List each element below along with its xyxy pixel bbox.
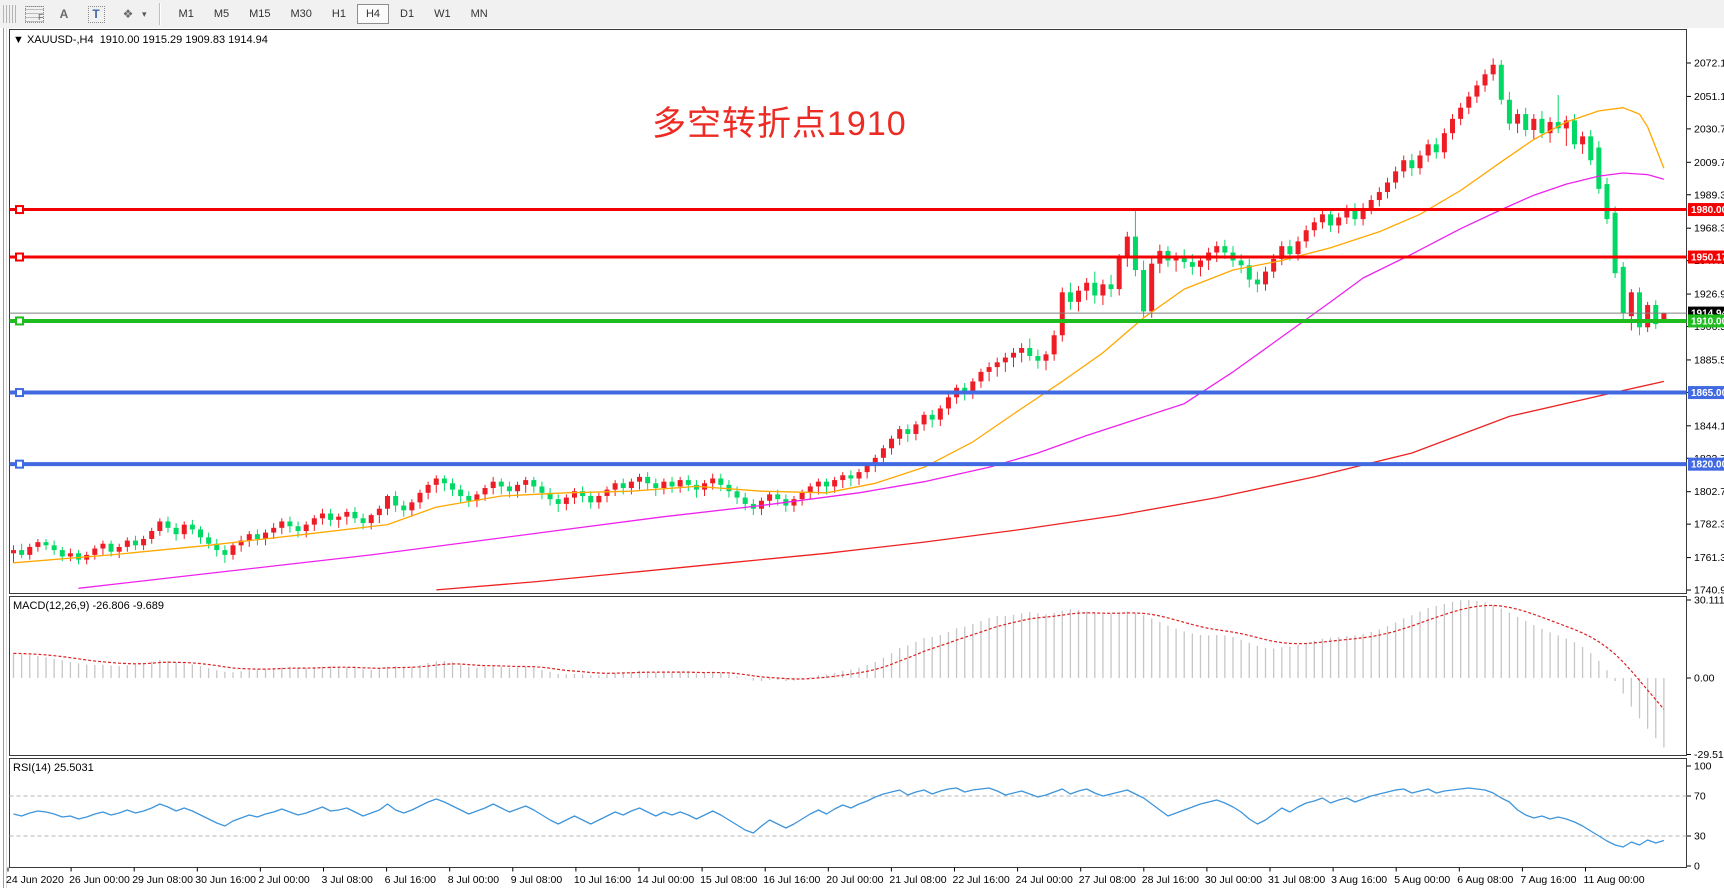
macd-indicator-label: MACD(12,26,9) -26.806 -9.689 bbox=[13, 600, 165, 612]
line-drag-marker bbox=[15, 205, 24, 215]
svg-text:6 Aug 08:00: 6 Aug 08:00 bbox=[1457, 874, 1513, 886]
svg-text:1802.70: 1802.70 bbox=[1694, 486, 1724, 498]
svg-text:1885.50: 1885.50 bbox=[1694, 354, 1724, 366]
date-axis[interactable]: 24 Jun 2020 26 Jun 00:00 29 Jun 08:00 30 Ju… bbox=[6, 867, 1645, 887]
timeframe-button-H4[interactable]: H4 bbox=[356, 4, 390, 24]
svg-text:1761.30: 1761.30 bbox=[1694, 552, 1724, 564]
svg-text:30 Jul 00:00: 30 Jul 00:00 bbox=[1205, 874, 1262, 886]
svg-text:2030.70: 2030.70 bbox=[1694, 123, 1724, 135]
svg-text:1926.90: 1926.90 bbox=[1694, 289, 1724, 301]
line-drag-marker bbox=[15, 388, 24, 398]
svg-text:1980.00: 1980.00 bbox=[1691, 205, 1724, 216]
svg-text:1950.17: 1950.17 bbox=[1691, 253, 1724, 264]
svg-text:24 Jun 2020: 24 Jun 2020 bbox=[6, 874, 64, 886]
timeframe-button-D1[interactable]: D1 bbox=[400, 8, 415, 20]
symbol-dropdown-icon[interactable]: ▼ bbox=[13, 34, 24, 46]
svg-text:1865.00: 1865.00 bbox=[1691, 388, 1724, 399]
timeframe-button-M1[interactable]: M1 bbox=[178, 8, 194, 20]
ma-mid-magenta bbox=[78, 172, 1665, 589]
rsi-panel: 100 70 30 0 bbox=[9, 761, 1712, 873]
svg-text:28 Jul 16:00: 28 Jul 16:00 bbox=[1142, 874, 1199, 886]
timeframe-toolbar: M1 M5 M15 M30 H1 H4 D1 W1 MN bbox=[169, 4, 498, 24]
svg-text:16 Jul 16:00: 16 Jul 16:00 bbox=[763, 874, 820, 886]
svg-text:14 Jul 00:00: 14 Jul 00:00 bbox=[637, 874, 694, 886]
svg-text:2051.10: 2051.10 bbox=[1694, 91, 1724, 103]
timeframe-button-M30[interactable]: M30 bbox=[290, 8, 312, 20]
timeframe-button-M15[interactable]: M15 bbox=[249, 8, 271, 20]
svg-text:22 Jul 16:00: 22 Jul 16:00 bbox=[953, 874, 1010, 886]
svg-text:10 Jul 16:00: 10 Jul 16:00 bbox=[574, 874, 631, 886]
font-label-tool-icon[interactable]: A bbox=[59, 7, 69, 21]
svg-text:1782.30: 1782.30 bbox=[1694, 519, 1724, 531]
horizontal-level-lines[interactable]: 1980.00 1950.17 1910.00 1865.00 1820.00 bbox=[9, 203, 1724, 471]
line-drag-marker bbox=[15, 316, 24, 326]
svg-text:27 Jul 08:00: 27 Jul 08:00 bbox=[1079, 874, 1136, 886]
top-toolbar: F A T ❖ ▾ M1 M5 M15 M30 H1 H4 D1 W1 MN bbox=[0, 0, 1724, 29]
toolbar-grip-handle[interactable] bbox=[3, 5, 17, 23]
svg-text:100: 100 bbox=[1694, 761, 1712, 773]
svg-text:7 Aug 16:00: 7 Aug 16:00 bbox=[1520, 874, 1576, 886]
symbol-ohlc-label: ▼ XAUUSD-,H4 1910.00 1915.29 1909.83 191… bbox=[13, 34, 268, 46]
svg-text:1820.00: 1820.00 bbox=[1691, 460, 1724, 471]
svg-text:1968.30: 1968.30 bbox=[1694, 223, 1724, 235]
svg-text:0.00: 0.00 bbox=[1694, 673, 1715, 685]
new-order-grid-icon[interactable]: F bbox=[25, 5, 44, 23]
svg-text:5 Aug 00:00: 5 Aug 00:00 bbox=[1394, 874, 1450, 886]
svg-text:2072.10: 2072.10 bbox=[1694, 58, 1724, 70]
chart-window: 2072.10 2051.10 2030.70 2009.70 1989.30 1968.… bbox=[0, 28, 1724, 888]
dropdown-caret-icon[interactable]: ▾ bbox=[142, 8, 147, 19]
macd-panel: 30.111 0.00 -29.516 bbox=[12, 594, 1724, 761]
svg-text:1914.94: 1914.94 bbox=[1691, 309, 1724, 320]
svg-text:30: 30 bbox=[1694, 831, 1706, 843]
panel-frames bbox=[3, 28, 1687, 888]
svg-text:15 Jul 08:00: 15 Jul 08:00 bbox=[700, 874, 757, 886]
current-price-line: 1914.94 bbox=[9, 306, 1724, 320]
line-drag-marker bbox=[15, 459, 24, 469]
candlestick-series[interactable] bbox=[11, 58, 1667, 565]
ma-fast-orange bbox=[13, 107, 1665, 564]
timeframe-button-W1[interactable]: W1 bbox=[434, 8, 451, 20]
svg-text:3 Jul 08:00: 3 Jul 08:00 bbox=[322, 874, 374, 886]
timeframe-button-MN[interactable]: MN bbox=[470, 8, 488, 20]
line-drag-marker bbox=[15, 252, 24, 262]
svg-text:1910.00: 1910.00 bbox=[1691, 316, 1724, 327]
ma-slow-red bbox=[436, 380, 1665, 591]
svg-text:30.111: 30.111 bbox=[1694, 594, 1724, 606]
svg-text:0: 0 bbox=[1694, 861, 1700, 873]
svg-text:9 Jul 08:00: 9 Jul 08:00 bbox=[511, 874, 563, 886]
chart-annotation[interactable]: 多空转折点1910 bbox=[652, 105, 907, 143]
timeframe-button-M5[interactable]: M5 bbox=[213, 8, 230, 20]
text-tool-icon[interactable]: T bbox=[87, 5, 105, 23]
svg-text:-29.516: -29.516 bbox=[1694, 749, 1724, 761]
svg-text:2 Jul 00:00: 2 Jul 00:00 bbox=[258, 874, 310, 886]
svg-text:3 Aug 16:00: 3 Aug 16:00 bbox=[1331, 874, 1387, 886]
svg-text:6 Jul 16:00: 6 Jul 16:00 bbox=[385, 874, 437, 886]
cursor-objects-icon[interactable]: ❖ bbox=[122, 7, 134, 21]
svg-text:21 Jul 08:00: 21 Jul 08:00 bbox=[889, 874, 946, 886]
svg-text:30 Jun 16:00: 30 Jun 16:00 bbox=[195, 874, 256, 886]
chart-canvas[interactable]: 2072.10 2051.10 2030.70 2009.70 1989.30 1968.… bbox=[0, 28, 1724, 888]
svg-text:11 Aug 00:00: 11 Aug 00:00 bbox=[1584, 874, 1645, 886]
svg-text:29 Jun 08:00: 29 Jun 08:00 bbox=[132, 874, 193, 886]
svg-text:26 Jun 00:00: 26 Jun 00:00 bbox=[69, 874, 130, 886]
symbol-ohlc-text: XAUUSD-,H4 1910.00 1915.29 1909.83 1914.… bbox=[26, 34, 268, 46]
timeframe-button-H1[interactable]: H1 bbox=[331, 8, 346, 20]
svg-text:70: 70 bbox=[1694, 791, 1706, 803]
svg-text:20 Jul 00:00: 20 Jul 00:00 bbox=[826, 874, 883, 886]
svg-text:2009.70: 2009.70 bbox=[1694, 157, 1724, 169]
svg-text:1740.90: 1740.90 bbox=[1694, 585, 1724, 597]
svg-text:1844.10: 1844.10 bbox=[1694, 420, 1724, 432]
svg-text:31 Jul 08:00: 31 Jul 08:00 bbox=[1268, 874, 1325, 886]
svg-text:1989.30: 1989.30 bbox=[1694, 189, 1724, 201]
rsi-indicator-label: RSI(14) 25.5031 bbox=[13, 762, 94, 774]
svg-text:24 Jul 00:00: 24 Jul 00:00 bbox=[1016, 874, 1073, 886]
svg-text:8 Jul 00:00: 8 Jul 00:00 bbox=[448, 874, 500, 886]
toolbar-separator bbox=[158, 3, 161, 25]
